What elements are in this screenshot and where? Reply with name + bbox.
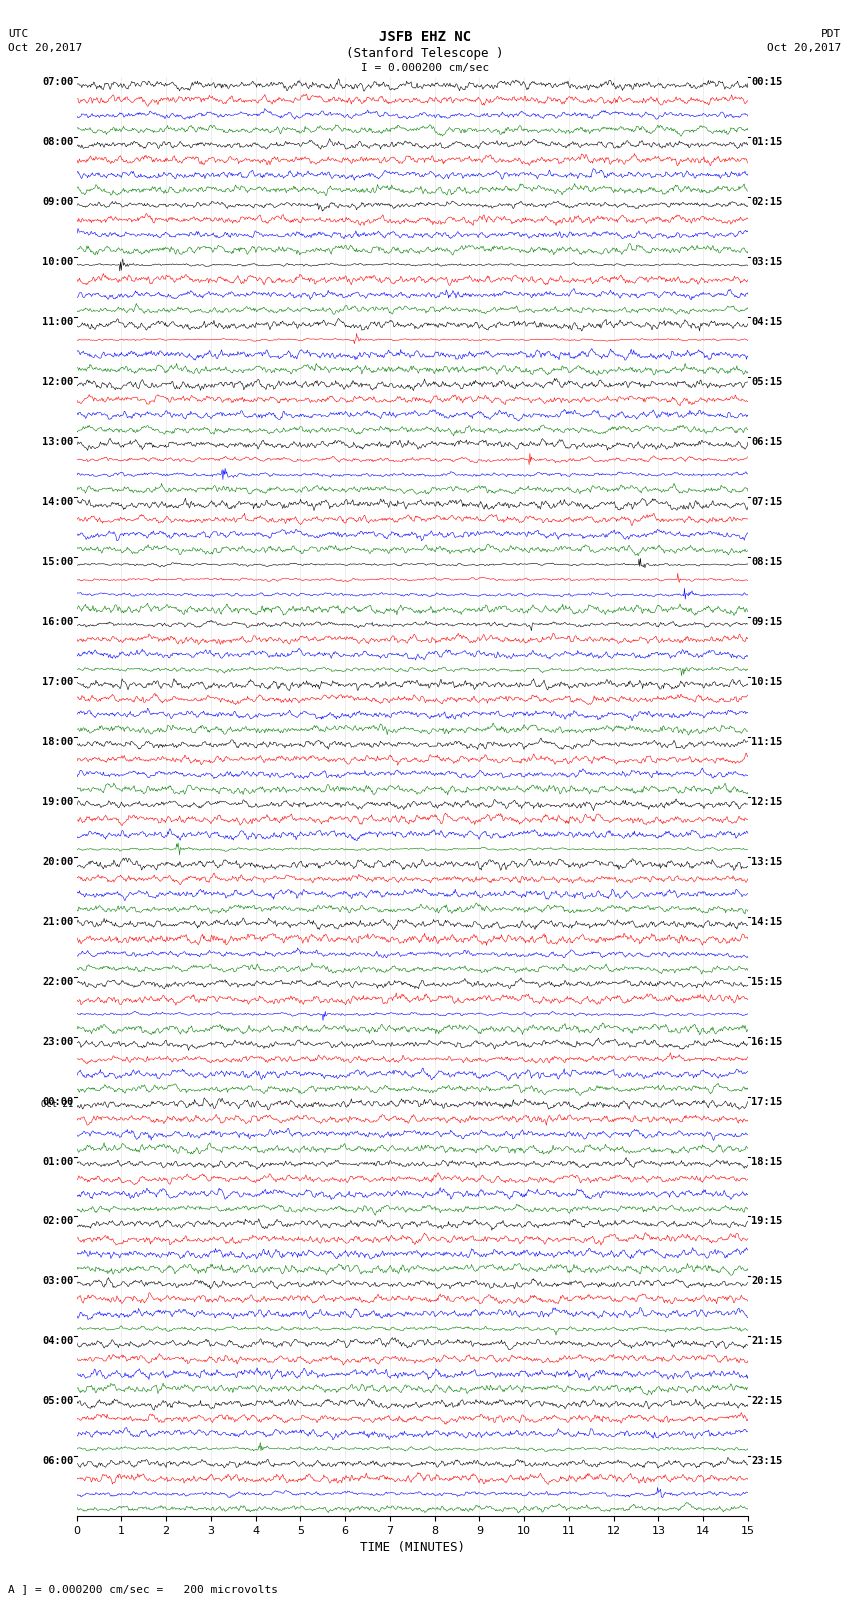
Text: 23:00: 23:00 <box>42 1037 73 1047</box>
Text: 21:15: 21:15 <box>751 1336 783 1347</box>
Text: 13:15: 13:15 <box>751 857 783 866</box>
X-axis label: TIME (MINUTES): TIME (MINUTES) <box>360 1542 465 1555</box>
Text: 09:00: 09:00 <box>42 197 73 208</box>
Text: 16:15: 16:15 <box>751 1037 783 1047</box>
Text: 07:00: 07:00 <box>42 77 73 87</box>
Text: 15:15: 15:15 <box>751 977 783 987</box>
Text: 20:00: 20:00 <box>42 857 73 866</box>
Text: JSFB EHZ NC: JSFB EHZ NC <box>379 29 471 44</box>
Text: 10:15: 10:15 <box>751 677 783 687</box>
Text: 15:00: 15:00 <box>42 556 73 568</box>
Text: 20:15: 20:15 <box>751 1276 783 1287</box>
Text: A ] = 0.000200 cm/sec =   200 microvolts: A ] = 0.000200 cm/sec = 200 microvolts <box>8 1584 279 1594</box>
Text: 17:15: 17:15 <box>751 1097 783 1107</box>
Text: 09:15: 09:15 <box>751 618 783 627</box>
Text: 19:00: 19:00 <box>42 797 73 806</box>
Text: 22:15: 22:15 <box>751 1397 783 1407</box>
Text: 18:00: 18:00 <box>42 737 73 747</box>
Text: 21:00: 21:00 <box>42 916 73 927</box>
Text: 04:00: 04:00 <box>42 1336 73 1347</box>
Text: 11:15: 11:15 <box>751 737 783 747</box>
Text: 11:00: 11:00 <box>42 318 73 327</box>
Text: 05:15: 05:15 <box>751 377 783 387</box>
Text: 03:15: 03:15 <box>751 258 783 268</box>
Text: 22:00: 22:00 <box>42 977 73 987</box>
Text: 04:15: 04:15 <box>751 318 783 327</box>
Text: 16:00: 16:00 <box>42 618 73 627</box>
Text: PDT: PDT <box>821 29 842 39</box>
Text: 18:15: 18:15 <box>751 1157 783 1166</box>
Text: 07:15: 07:15 <box>751 497 783 506</box>
Text: 08:15: 08:15 <box>751 556 783 568</box>
Text: 05:00: 05:00 <box>42 1397 73 1407</box>
Text: (Stanford Telescope ): (Stanford Telescope ) <box>346 47 504 60</box>
Text: 12:15: 12:15 <box>751 797 783 806</box>
Text: 23:15: 23:15 <box>751 1457 783 1466</box>
Text: 01:00: 01:00 <box>42 1157 73 1166</box>
Text: 10:00: 10:00 <box>42 258 73 268</box>
Text: Oct 21: Oct 21 <box>41 1100 73 1108</box>
Text: 14:00: 14:00 <box>42 497 73 506</box>
Text: 08:00: 08:00 <box>42 137 73 147</box>
Text: 06:00: 06:00 <box>42 1457 73 1466</box>
Text: 02:15: 02:15 <box>751 197 783 208</box>
Text: 14:15: 14:15 <box>751 916 783 927</box>
Text: 01:15: 01:15 <box>751 137 783 147</box>
Text: 12:00: 12:00 <box>42 377 73 387</box>
Text: Oct 20,2017: Oct 20,2017 <box>768 44 842 53</box>
Text: 02:00: 02:00 <box>42 1216 73 1226</box>
Text: 00:00: 00:00 <box>42 1097 73 1107</box>
Text: I = 0.000200 cm/sec: I = 0.000200 cm/sec <box>361 63 489 73</box>
Text: 17:00: 17:00 <box>42 677 73 687</box>
Text: 00:15: 00:15 <box>751 77 783 87</box>
Text: UTC: UTC <box>8 29 29 39</box>
Text: 19:15: 19:15 <box>751 1216 783 1226</box>
Text: 06:15: 06:15 <box>751 437 783 447</box>
Text: Oct 20,2017: Oct 20,2017 <box>8 44 82 53</box>
Text: 03:00: 03:00 <box>42 1276 73 1287</box>
Text: 13:00: 13:00 <box>42 437 73 447</box>
